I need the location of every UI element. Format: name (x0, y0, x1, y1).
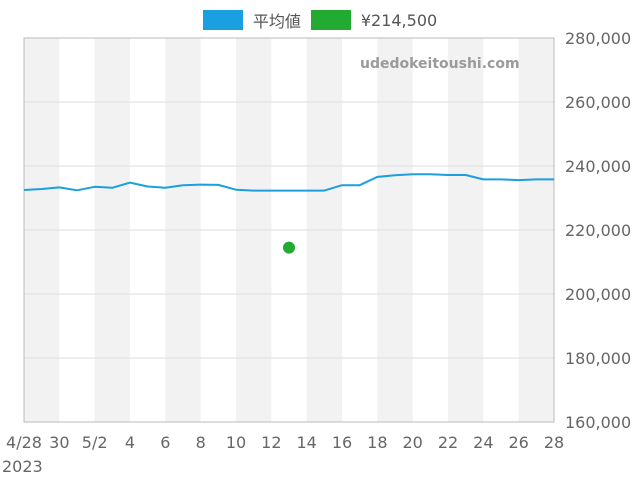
y-tick-label: 200,000 (565, 285, 631, 304)
x-tick-label: 5/2 (82, 433, 108, 452)
x-tick-label: 28 (544, 433, 564, 452)
legend: 平均値 ¥214,500 (0, 8, 640, 32)
y-tick-label: 220,000 (565, 221, 631, 240)
y-tick-label: 260,000 (565, 93, 631, 112)
x-axis-ticks: 4/28 30 5/2 4 6 8 10 12 14 16 18 20 22 24 26 28 2023 (2, 433, 564, 476)
x-tick-label: 4/28 (6, 433, 42, 452)
y-axis-ticks: 280,000 260,000 240,000 220,000 200,000 180,0… (565, 29, 631, 432)
x-tick-label: 20 (402, 433, 422, 452)
legend-item-average[interactable]: 平均値 (202, 8, 301, 32)
x-tick-label: 30 (49, 433, 69, 452)
x-tick-label: 8 (196, 433, 206, 452)
y-tick-label: 180,000 (565, 349, 631, 368)
y-tick-label: 160,000 (565, 413, 631, 432)
x-year-label: 2023 (2, 457, 43, 476)
x-tick-label: 24 (473, 433, 493, 452)
series-layer (23, 173, 555, 254)
y-tick-label: 240,000 (565, 157, 631, 176)
x-tick-label: 10 (226, 433, 246, 452)
x-tick-label: 16 (332, 433, 352, 452)
x-tick-label: 14 (296, 433, 316, 452)
watermark: udedokeitoushi.com (360, 56, 520, 72)
x-tick-label: 6 (160, 433, 170, 452)
x-tick-label: 4 (125, 433, 135, 452)
legend-swatch-average (202, 10, 243, 30)
x-tick-label: 26 (508, 433, 528, 452)
x-tick-label: 22 (438, 433, 458, 452)
legend-label-sold: ¥214,500 (360, 10, 438, 30)
legend-item-sold[interactable]: ¥214,500 (310, 10, 438, 30)
plot-frame (23, 37, 555, 423)
x-tick-label: 18 (367, 433, 387, 452)
data-point-sold (283, 241, 295, 254)
series-line-average (23, 173, 554, 192)
legend-swatch-sold (310, 10, 351, 30)
x-tick-label: 12 (261, 433, 281, 452)
y-tick-label: 280,000 (565, 29, 631, 48)
legend-label-average: 平均値 (252, 12, 301, 31)
